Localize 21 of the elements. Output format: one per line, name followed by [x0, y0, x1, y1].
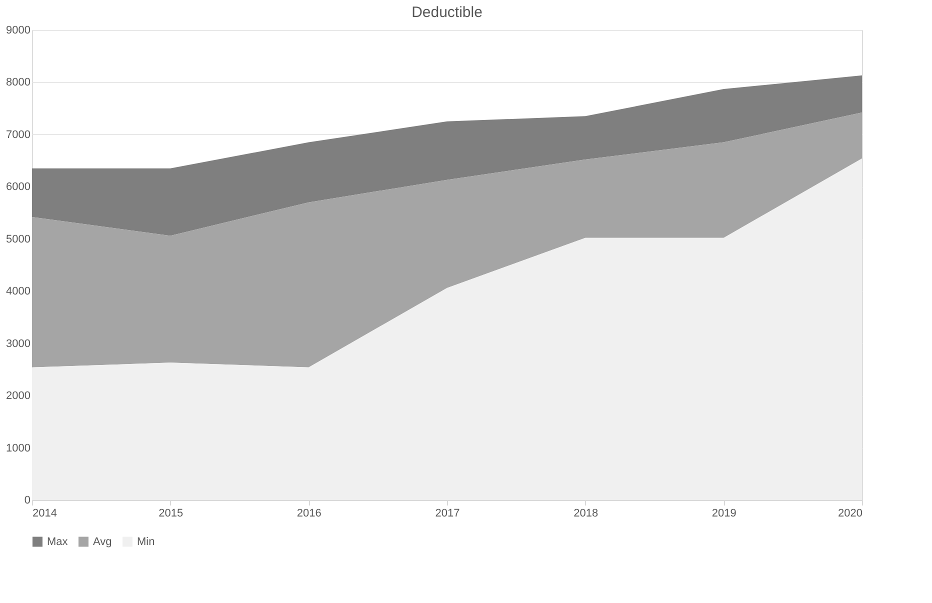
x-tick-label: 2014 — [32, 508, 57, 520]
x-tick-label: 2015 — [158, 508, 184, 520]
y-tick-label: 0 — [24, 494, 30, 506]
y-tick-label: 3000 — [6, 338, 30, 350]
y-tick-label: 7000 — [6, 128, 30, 141]
legend-label: Min — [137, 536, 155, 548]
legend-label: Max — [47, 536, 68, 548]
x-tick-label: 2017 — [435, 508, 460, 520]
legend-label: Avg — [93, 536, 112, 548]
y-tick-label: 1000 — [6, 442, 30, 454]
y-tick-label: 2000 — [6, 390, 30, 402]
y-tick-label: 9000 — [6, 24, 30, 36]
x-tick-label: 2016 — [296, 508, 322, 520]
x-tick-label: 2018 — [574, 508, 598, 520]
y-tick-label: 8000 — [6, 76, 30, 89]
chart-title: Deductible — [412, 4, 482, 21]
y-tick-label: 4000 — [6, 286, 30, 298]
x-tick-label: 2020 — [838, 508, 862, 520]
x-tick-label: 2019 — [712, 508, 736, 520]
y-tick-label: 5000 — [6, 233, 30, 246]
y-tick-label: 6000 — [6, 181, 30, 194]
